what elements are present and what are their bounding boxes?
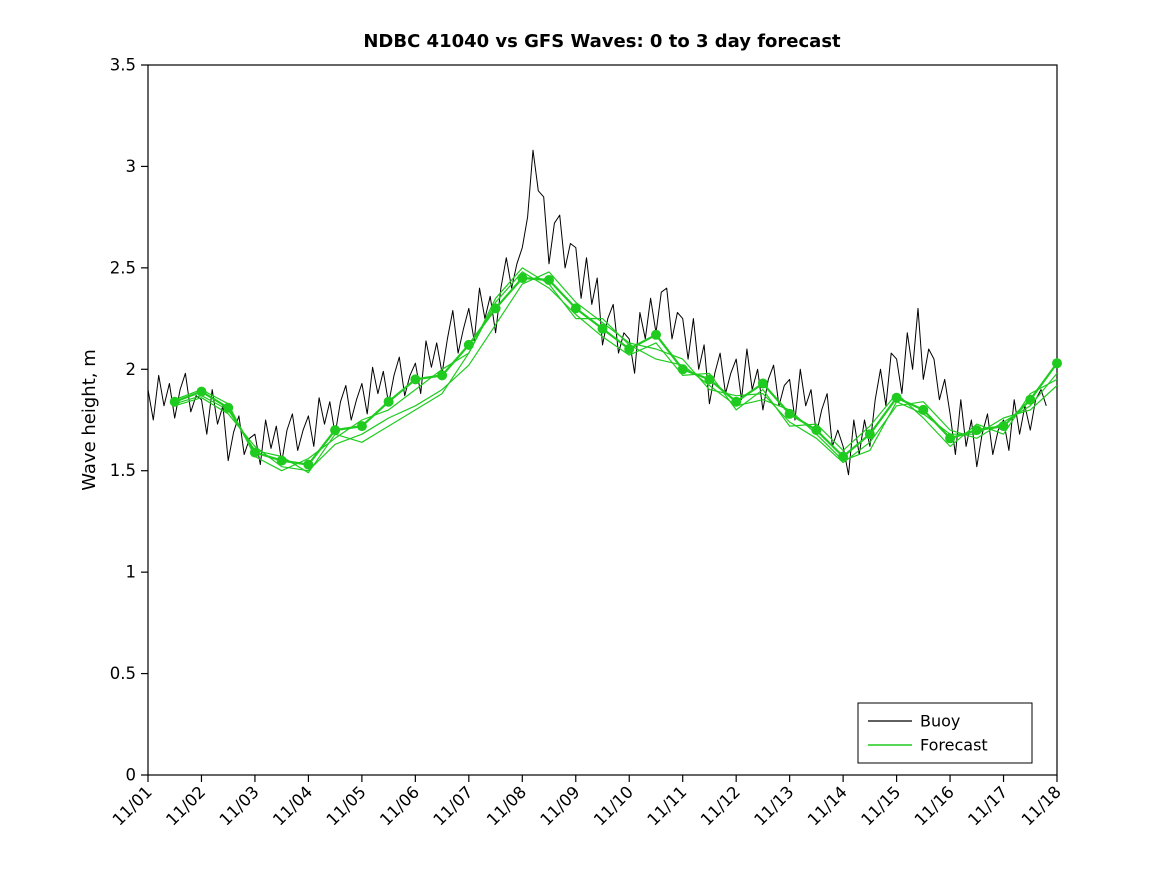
y-tick-label: 3 xyxy=(126,157,137,176)
forecast-marker xyxy=(544,275,554,285)
forecast-marker xyxy=(651,329,661,340)
y-tick-label: 2.5 xyxy=(110,258,136,277)
plot-box xyxy=(147,64,1058,776)
y-axis-label: Wave height, m xyxy=(79,349,100,490)
y-tick-label: 2 xyxy=(126,360,137,379)
forecast-marker xyxy=(838,451,849,462)
forecast-marker xyxy=(410,374,421,385)
x-tick-label: 11/06 xyxy=(376,782,423,829)
forecast-member-3 xyxy=(174,267,1058,474)
forecast-marker xyxy=(811,425,822,436)
forecast-marker xyxy=(1052,358,1062,369)
legend-box: Buoy Forecast xyxy=(857,702,1033,764)
x-tick-label: 11/03 xyxy=(216,782,263,829)
x-tick-label: 11/09 xyxy=(537,782,584,829)
forecast-marker xyxy=(998,421,1009,432)
x-tick-label: 11/16 xyxy=(911,782,958,829)
x-tick-label: 11/10 xyxy=(590,782,637,829)
y-tick-label: 1 xyxy=(126,563,137,582)
forecast-marker xyxy=(463,339,474,350)
x-tick-label: 11/07 xyxy=(430,782,477,829)
forecast-marker xyxy=(570,303,581,314)
x-tick-label: 11/08 xyxy=(483,782,530,829)
x-tick-label: 11/02 xyxy=(162,782,209,829)
forecast-marker xyxy=(1025,394,1036,405)
forecast-marker xyxy=(223,402,234,413)
x-tick-label: 11/11 xyxy=(643,782,690,829)
forecast-marker xyxy=(677,364,688,375)
buoy-series xyxy=(147,149,1047,476)
x-tick-label: 11/14 xyxy=(804,782,851,829)
chart-title: NDBC 41040 vs GFS Waves: 0 to 3 day fore… xyxy=(363,31,841,52)
forecast-marker xyxy=(624,344,635,354)
forecast-marker xyxy=(945,433,956,444)
x-tick-label: 11/18 xyxy=(1018,782,1065,829)
forecast-marker xyxy=(517,273,528,283)
forecast-marker xyxy=(276,455,287,466)
forecast-main xyxy=(174,276,1058,466)
forecast-marker xyxy=(864,429,875,440)
forecast-marker xyxy=(437,370,448,381)
x-tick-label: 11/04 xyxy=(269,782,316,829)
forecast-marker xyxy=(249,447,260,458)
y-tick-label: 0.5 xyxy=(110,664,136,683)
x-tick-label: 11/17 xyxy=(964,782,1011,829)
forecast-marker xyxy=(303,459,314,470)
forecast-marker xyxy=(757,378,768,389)
forecast-marker xyxy=(383,396,394,407)
forecast-marker xyxy=(918,404,929,415)
legend-label: Forecast xyxy=(920,736,988,755)
y-tick-label: 3.5 xyxy=(110,56,136,75)
forecast-marker xyxy=(330,425,341,436)
series-group xyxy=(147,149,1062,476)
forecast-marker xyxy=(356,421,367,432)
forecast-marker xyxy=(169,396,180,407)
x-tick-label: 11/12 xyxy=(697,782,744,829)
x-tick-label: 11/15 xyxy=(857,782,904,829)
forecast-marker xyxy=(784,408,795,419)
forecast-marker xyxy=(731,396,742,407)
forecast-marker xyxy=(971,425,982,436)
forecast-marker xyxy=(704,374,715,385)
x-tick-label: 11/13 xyxy=(750,782,797,829)
y-tick-label: 1.5 xyxy=(110,461,136,480)
x-tick-label: 11/05 xyxy=(323,782,370,829)
forecast-marker xyxy=(196,386,207,397)
forecast-marker xyxy=(490,303,501,314)
y-tick-label: 0 xyxy=(126,766,137,785)
forecast-marker xyxy=(891,392,902,403)
forecast-marker xyxy=(597,323,608,334)
x-tick-label: 11/01 xyxy=(109,782,156,829)
legend-frame xyxy=(857,702,1033,764)
legend-label: Buoy xyxy=(920,712,960,731)
